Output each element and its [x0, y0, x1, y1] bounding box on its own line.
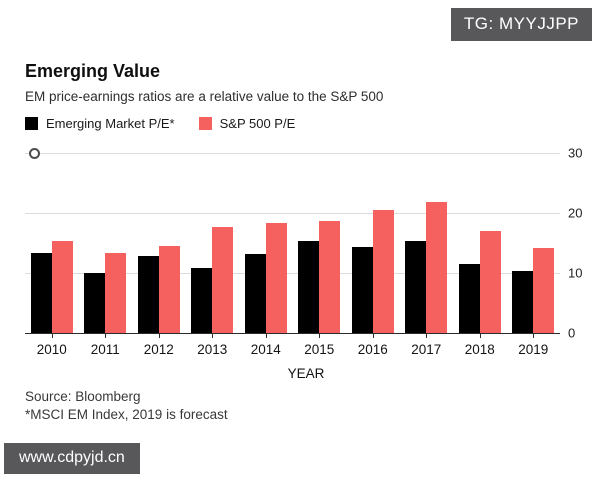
legend-label-sp500: S&P 500 P/E [219, 116, 296, 131]
x-tick-label-2013: 2013 [197, 342, 228, 357]
y-tick-label-20: 20 [568, 205, 583, 221]
x-tick-2015 [319, 333, 321, 338]
bar-em-2016 [351, 247, 373, 333]
bar-sp500-2016 [372, 210, 394, 333]
x-tick-label-2016: 2016 [357, 342, 388, 357]
bar-sp500-2011 [105, 253, 127, 333]
gridline-20 [25, 213, 560, 214]
x-tick-2019 [533, 333, 535, 338]
bar-sp500-2013 [212, 227, 234, 333]
y-tick-label-10: 10 [568, 265, 583, 281]
chart-subtitle: EM price-earnings ratios are a relative … [25, 89, 384, 104]
watermark-badge-top-right: TG: MYYJJPP [450, 8, 592, 41]
x-tick-2017 [426, 333, 428, 338]
x-tick-label-2018: 2018 [464, 342, 495, 357]
x-tick-label-2014: 2014 [250, 342, 281, 357]
x-tick-2014 [265, 333, 267, 338]
bar-sp500-2010 [51, 241, 73, 333]
x-tick-label-2010: 2010 [36, 342, 67, 357]
x-tick-2013 [212, 333, 214, 338]
legend-swatch-black [25, 117, 38, 130]
x-tick-2016 [372, 333, 374, 338]
bar-em-2012 [137, 255, 159, 333]
axis-top-circle-marker [29, 148, 40, 159]
legend-item-sp500: S&P 500 P/E [198, 116, 296, 131]
bar-em-2011 [84, 273, 106, 333]
plot-area: 0 10 20 30 2010 2011 2012 2013 2014 2015 2016 2017 2… [25, 146, 582, 357]
bar-em-2017 [405, 241, 427, 333]
x-tick-label-2019: 2019 [518, 342, 549, 357]
x-tick-label-2011: 2011 [90, 342, 120, 357]
bar-em-2013 [191, 268, 213, 333]
gridline-10 [25, 273, 560, 274]
bar-sp500-2018 [479, 231, 501, 333]
y-tick-label-0: 0 [568, 325, 576, 341]
bar-em-2019 [512, 271, 534, 333]
bar-em-2018 [458, 264, 480, 333]
bar-em-2010 [30, 252, 52, 333]
x-axis-title: YEAR [287, 366, 325, 381]
legend-item-emerging-market: Emerging Market P/E* [25, 116, 175, 131]
legend-label-emerging-market: Emerging Market P/E* [46, 116, 175, 131]
gridline-30 [25, 153, 560, 154]
y-tick-label-30: 30 [568, 145, 583, 161]
x-tick-2011 [105, 333, 107, 338]
legend: Emerging Market P/E* S&P 500 P/E [25, 116, 295, 131]
bar-sp500-2019 [533, 247, 555, 333]
x-tick-2010 [51, 333, 53, 338]
x-axis-line [25, 333, 560, 334]
bar-em-2014 [244, 254, 266, 333]
bar-sp500-2017 [426, 202, 448, 333]
bar-sp500-2012 [158, 246, 180, 333]
x-tick-label-2012: 2012 [143, 342, 174, 357]
x-tick-2012 [158, 333, 160, 338]
x-tick-label-2017: 2017 [411, 342, 442, 357]
x-tick-label-2015: 2015 [304, 342, 335, 357]
watermark-badge-bottom-left: www.cdpyjd.cn [4, 443, 140, 474]
legend-swatch-red [198, 117, 212, 130]
bar-em-2015 [298, 241, 320, 333]
bar-sp500-2014 [265, 223, 287, 333]
x-tick-2018 [479, 333, 481, 338]
footnote: *MSCI EM Index, 2019 is forecast [25, 407, 228, 422]
chart-title: Emerging Value [25, 61, 161, 81]
source-attribution: Source: Bloomberg [25, 389, 141, 404]
bar-sp500-2015 [319, 221, 341, 333]
